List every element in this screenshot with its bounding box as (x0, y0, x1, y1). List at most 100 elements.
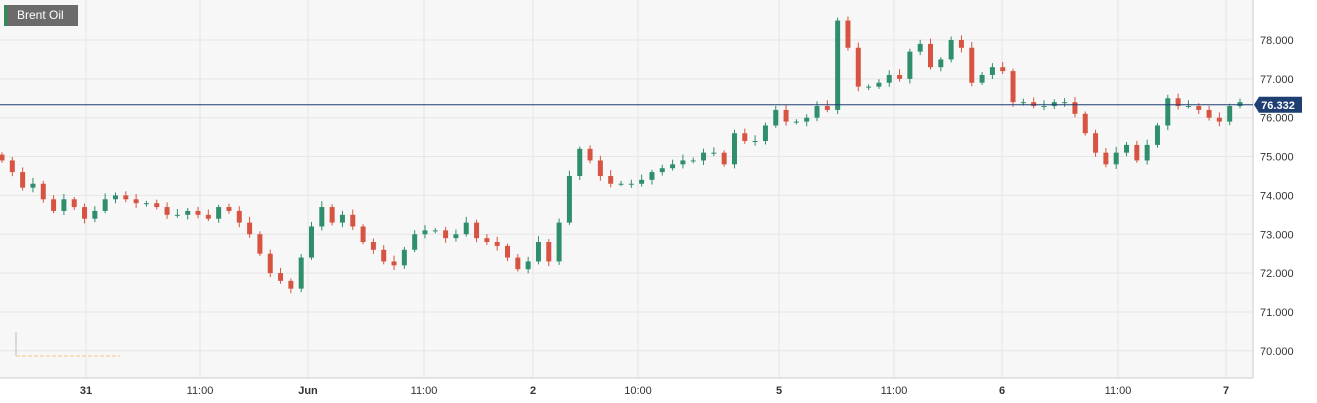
candle-body (422, 230, 428, 235)
candle-body (82, 207, 88, 219)
candle (1165, 94, 1171, 131)
candle-body (9, 160, 15, 173)
candle (670, 159, 676, 171)
last-price-label: 76.332 (1261, 100, 1295, 112)
candle-body (1113, 152, 1119, 165)
candle (1082, 111, 1088, 136)
candle (123, 191, 129, 203)
x-tick-label: 11:00 (187, 385, 214, 397)
candle (845, 16, 851, 51)
candle-body (1134, 144, 1140, 161)
candle (432, 228, 438, 234)
candle-body (339, 214, 345, 223)
candle (143, 200, 149, 207)
candle-body (1020, 102, 1026, 104)
candle-body (659, 168, 665, 173)
candle (742, 128, 748, 144)
candle (257, 231, 263, 257)
y-tick-label: 78.000 (1260, 35, 1294, 47)
candle-body (484, 238, 490, 243)
candle-body (494, 242, 500, 246)
candle (1093, 129, 1099, 157)
candle (1010, 68, 1016, 107)
candle (1237, 98, 1243, 109)
candle (102, 193, 108, 214)
candle (329, 204, 335, 226)
x-axis: 31 11:00 Jun 11:00 2 10:00 5 11:00 6 11:00 7 (80, 385, 1229, 397)
candle (731, 129, 737, 169)
candle-body (288, 280, 294, 289)
candle (577, 146, 583, 181)
y-axis: 70.000 71.000 72.000 73.000 74.000 75.000 76.0… (1260, 35, 1294, 358)
candle (907, 48, 913, 84)
candle (948, 36, 954, 63)
candle-body (969, 47, 975, 83)
candle-body (309, 226, 314, 258)
candle-body (958, 40, 964, 48)
candle-body (412, 234, 418, 250)
candle (1175, 93, 1181, 110)
candle (1154, 123, 1160, 148)
x-tick-label: 11:00 (411, 385, 438, 397)
candle-body (1185, 106, 1191, 108)
candle-body (1082, 113, 1088, 134)
candle (1134, 140, 1140, 163)
symbol-badge[interactable]: Brent Oil (4, 5, 78, 26)
candle (71, 196, 77, 210)
candle (278, 267, 284, 284)
candle (236, 206, 242, 228)
candle-body (1227, 106, 1233, 122)
x-tick-label: Jun (298, 385, 318, 397)
candle (824, 100, 830, 113)
candle-body (102, 199, 108, 211)
candle-body (752, 141, 758, 143)
candle (484, 234, 490, 245)
candle (958, 35, 964, 53)
candle-body (680, 160, 686, 165)
candle-body (164, 207, 170, 215)
candle (618, 180, 624, 187)
candle-body (1000, 67, 1006, 72)
candle (928, 38, 933, 70)
candle-body (907, 51, 913, 79)
candle (20, 167, 26, 191)
candle-body (1216, 117, 1222, 122)
candle-body (443, 230, 449, 239)
candle-body (1072, 102, 1078, 114)
candle (1113, 146, 1119, 169)
x-tick-label: 11:00 (1105, 385, 1132, 397)
candle-body (628, 183, 634, 185)
candle-body (670, 164, 676, 169)
candle-body (123, 195, 129, 200)
candle (886, 70, 892, 87)
candle-body (174, 214, 180, 216)
candle (680, 154, 686, 169)
candle-body (1175, 98, 1181, 107)
candle-body (185, 210, 191, 215)
candle-body (701, 152, 707, 161)
candle-body (525, 261, 531, 270)
candle (401, 246, 407, 269)
y-tick-label: 71.000 (1260, 307, 1294, 319)
candle (360, 224, 366, 245)
candle-body (690, 160, 696, 162)
candle-body (1010, 71, 1016, 103)
candle-body (329, 207, 335, 223)
candle-body (762, 125, 768, 142)
candle (608, 170, 614, 188)
candle (92, 206, 98, 223)
candle (1185, 100, 1191, 109)
candle (185, 208, 191, 220)
last-price-tag: 76.332 (1254, 96, 1302, 113)
candle-body (783, 109, 789, 122)
grid (0, 0, 1254, 379)
candle (752, 135, 758, 146)
candle (793, 119, 799, 125)
candle (659, 164, 665, 176)
candle (835, 17, 841, 115)
candle-body (1124, 144, 1130, 153)
x-tick-label: 5 (776, 385, 782, 397)
candle-body (20, 172, 26, 188)
candle-body (804, 117, 810, 122)
